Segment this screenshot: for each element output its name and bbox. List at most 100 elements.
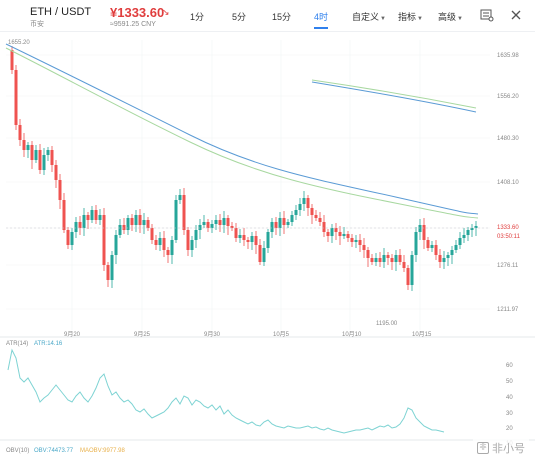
price-tick-label: 1556.20 — [497, 94, 519, 100]
current-price-tick: 1333.60 — [497, 225, 519, 231]
advanced-caret-icon: ▼ — [457, 16, 463, 22]
watermark-text: 非小号 — [492, 443, 525, 455]
candle-body — [334, 228, 338, 232]
candle-body — [42, 155, 46, 170]
price-down-arrow-icon: ↘ — [162, 7, 170, 17]
current-price: ¥1333.60 — [110, 5, 165, 20]
candle-body — [346, 234, 350, 238]
candle-body — [130, 218, 134, 225]
candle-body — [66, 230, 70, 245]
candle-body — [10, 50, 14, 70]
countdown-label: 03:50:11 — [497, 234, 521, 240]
watermark-logo-icon: 非 — [477, 442, 489, 454]
candle-body — [370, 258, 374, 262]
tab-indicators[interactable]: 指标▼ — [398, 10, 423, 23]
candle-body — [378, 258, 382, 262]
candle-body — [230, 226, 234, 228]
exchange-subtitle: 币安 — [30, 21, 44, 28]
candle-body — [466, 230, 470, 235]
time-tick-label: 9月20 — [64, 331, 81, 338]
candle-body — [366, 250, 370, 258]
candle-body — [174, 200, 178, 240]
candle-body — [122, 225, 126, 230]
atr-tick-label: 50 — [506, 379, 513, 385]
candlestick-chart[interactable]: 1635.98 1556.20 1480.30 1408.10 1333.60 03:50… — [0, 32, 535, 463]
candle-body — [198, 225, 202, 230]
close-icon[interactable] — [509, 8, 523, 22]
candle-body — [234, 228, 238, 238]
price-tick-label: 1276.11 — [497, 263, 519, 269]
chart-area[interactable]: 1635.98 1556.20 1480.30 1408.10 1333.60 03:50… — [0, 32, 535, 463]
tab-5min[interactable]: 5分 — [232, 12, 247, 22]
chart-settings-icon[interactable] — [480, 8, 494, 22]
ma-line-1 — [5, 43, 479, 215]
candle-body — [238, 235, 242, 238]
candle-body — [330, 228, 334, 236]
candle-body — [162, 238, 166, 250]
candle-body — [358, 240, 362, 245]
price-cny: ≈9591.25 CNY — [110, 21, 156, 28]
candle-body — [22, 140, 26, 150]
candle-body — [310, 208, 314, 215]
tab-4h[interactable]: 4时 — [314, 12, 329, 22]
candle-body — [30, 145, 34, 160]
time-tick-label: 10月15 — [412, 331, 432, 338]
candle-body — [98, 215, 102, 220]
candle-body — [450, 250, 454, 255]
candle-body — [314, 215, 318, 218]
candle-body — [186, 230, 190, 250]
candle-body — [426, 240, 430, 248]
candle-body — [422, 225, 426, 240]
candle-body — [246, 240, 250, 242]
candle-body — [414, 232, 418, 255]
atr-series — [7, 348, 445, 434]
candle-body — [146, 220, 150, 228]
candle-body — [106, 265, 110, 280]
candle-body — [374, 258, 378, 262]
candle-body — [350, 238, 354, 242]
candle-body — [454, 245, 458, 250]
candle-body — [342, 234, 346, 236]
candle-body — [338, 232, 342, 236]
price-axis: 1635.98 1556.20 1480.30 1408.10 1333.60 03:50… — [493, 53, 529, 313]
price-tick-label: 1480.30 — [497, 136, 519, 142]
candle-body — [434, 245, 438, 255]
tab-custom[interactable]: 自定义▼ — [352, 10, 386, 23]
candle-body — [402, 262, 406, 268]
candle-body — [430, 245, 434, 248]
candle-body — [38, 150, 42, 170]
candle-body — [134, 215, 138, 225]
candle-body — [210, 224, 214, 228]
atr-line — [7, 348, 445, 434]
candle-body — [410, 255, 414, 285]
atr-axis: 605040302010 — [506, 363, 513, 447]
candle-body — [278, 218, 282, 228]
candle-body — [50, 150, 54, 165]
candle-body — [26, 145, 30, 150]
candle-body — [386, 255, 390, 258]
tab-15min[interactable]: 15分 — [272, 12, 292, 22]
candle-body — [470, 228, 474, 230]
tab-advanced[interactable]: 高级▼ — [438, 10, 463, 23]
candle-body — [190, 240, 194, 250]
candle-body — [326, 232, 330, 236]
tab-1min[interactable]: 1分 — [190, 12, 205, 22]
candle-body — [262, 248, 266, 262]
price-tick-label: 1211.97 — [497, 307, 519, 313]
max-price-label: 1655.20 — [8, 40, 30, 46]
candle-body — [182, 195, 186, 230]
candle-body — [318, 218, 322, 222]
candle-body — [142, 220, 146, 225]
candle-body — [94, 210, 98, 220]
time-tick-label: 10月5 — [273, 331, 290, 338]
candle-body — [34, 150, 38, 160]
candle-body — [418, 225, 422, 232]
candle-body — [446, 255, 450, 258]
active-tab-indicator — [314, 27, 328, 29]
candle-body — [398, 255, 402, 262]
candle-body — [154, 240, 158, 245]
tab-custom-label: 自定义 — [352, 12, 380, 22]
candle-body — [258, 245, 262, 262]
candle-body — [202, 222, 206, 225]
atr-tick-label: 40 — [506, 395, 513, 401]
